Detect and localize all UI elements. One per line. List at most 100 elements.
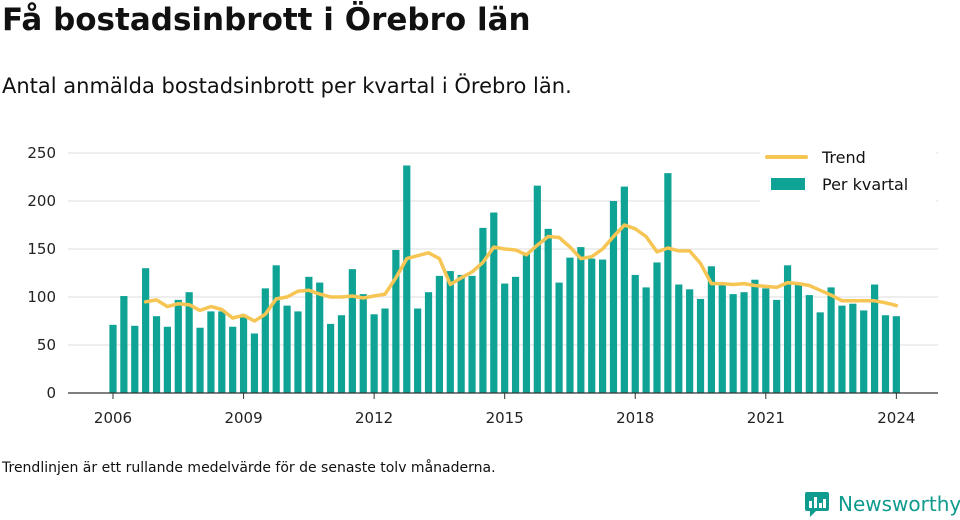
bar — [468, 275, 476, 393]
y-tick-label: 250 — [27, 144, 56, 162]
chart-subtitle: Antal anmälda bostadsinbrott per kvartal… — [2, 74, 572, 98]
legend: Trend Per kvartal — [760, 144, 936, 204]
bar — [892, 316, 900, 393]
bar — [207, 311, 215, 393]
bar — [707, 266, 715, 393]
bar — [381, 308, 389, 393]
bar — [174, 299, 182, 393]
y-tick-label: 200 — [27, 192, 56, 210]
bar — [283, 305, 291, 393]
bar — [783, 265, 792, 393]
bar — [185, 292, 193, 393]
bar — [305, 276, 313, 393]
bar — [392, 249, 400, 393]
bar — [446, 271, 454, 393]
bar — [751, 279, 759, 393]
newsworthy-logo-icon — [805, 492, 829, 517]
bar — [490, 212, 498, 393]
bar — [261, 288, 269, 393]
bar-series — [109, 165, 900, 393]
bar — [740, 292, 748, 393]
x-tick-label: 2012 — [355, 409, 393, 427]
bar — [871, 284, 879, 393]
bar-chart: 0 50 100 150 200 250 2006 2009 2012 2015 2018 2021… — [27, 144, 938, 427]
bar — [620, 186, 628, 393]
bar — [142, 268, 150, 393]
bar — [566, 257, 574, 393]
bar — [239, 316, 248, 393]
bar — [109, 324, 117, 393]
bar — [664, 173, 672, 393]
bar — [588, 258, 596, 393]
legend-bar-swatch — [771, 178, 805, 190]
x-tick-label: 2018 — [616, 409, 654, 427]
legend-trend-label: Trend — [821, 148, 866, 167]
bar — [501, 283, 509, 393]
bar — [805, 295, 813, 393]
bar — [686, 289, 694, 393]
bar — [773, 299, 781, 393]
bar — [631, 274, 639, 393]
bar — [522, 253, 531, 393]
x-tick-label: 2021 — [747, 409, 785, 427]
bar — [599, 259, 607, 393]
bar — [294, 311, 302, 393]
bar — [827, 287, 835, 393]
bar — [435, 275, 443, 393]
bar — [544, 228, 552, 393]
legend-bar-label: Per kvartal — [822, 175, 908, 194]
bar — [250, 333, 259, 393]
bar — [479, 227, 487, 393]
bar — [729, 294, 737, 393]
bar — [120, 296, 128, 393]
bar — [794, 284, 803, 393]
bar — [403, 165, 411, 393]
bar — [653, 262, 661, 393]
bar — [337, 315, 346, 393]
x-tick-label: 2006 — [94, 409, 132, 427]
bar — [555, 282, 563, 393]
bar — [229, 326, 237, 393]
x-tick-label: 2015 — [486, 409, 524, 427]
bar — [511, 276, 520, 393]
bar — [163, 326, 171, 393]
x-tick-label: 2024 — [877, 409, 915, 427]
bar — [849, 303, 857, 393]
newsworthy-logo[interactable]: Newsworthy — [804, 490, 960, 518]
bar — [816, 312, 824, 393]
bar — [696, 298, 705, 393]
bar — [424, 292, 433, 393]
bar — [642, 287, 650, 393]
bar — [316, 282, 324, 393]
y-tick-label: 100 — [27, 288, 56, 306]
bar — [457, 274, 465, 393]
brand-name: Newsworthy — [838, 492, 960, 516]
y-tick-label: 0 — [46, 384, 56, 402]
bar — [838, 305, 846, 393]
bar — [327, 323, 335, 393]
bar — [131, 325, 139, 393]
bar — [533, 185, 541, 393]
bar — [348, 269, 356, 393]
bar — [152, 316, 161, 393]
bar — [218, 311, 226, 393]
bar — [609, 201, 618, 393]
bar — [860, 310, 868, 393]
page-title: Få bostadsinbrott i Örebro län — [2, 2, 531, 38]
legend-background — [760, 144, 936, 204]
bar — [370, 314, 378, 393]
footnote: Trendlinjen är ett rullande medelvärde f… — [2, 460, 496, 476]
bar — [881, 315, 890, 393]
y-tick-label: 150 — [27, 240, 56, 258]
y-tick-label: 50 — [37, 336, 56, 354]
bar — [718, 284, 726, 393]
y-axis-ticks: 0 50 100 150 200 250 — [27, 144, 56, 402]
bar — [577, 247, 585, 393]
bar — [762, 288, 770, 393]
trend-line — [143, 223, 899, 323]
x-axis: 2006 2009 2012 2015 2018 2021 2024 — [68, 392, 938, 427]
trend-series — [143, 223, 899, 323]
bar — [359, 294, 367, 393]
bar — [414, 308, 422, 393]
bar — [675, 284, 683, 393]
